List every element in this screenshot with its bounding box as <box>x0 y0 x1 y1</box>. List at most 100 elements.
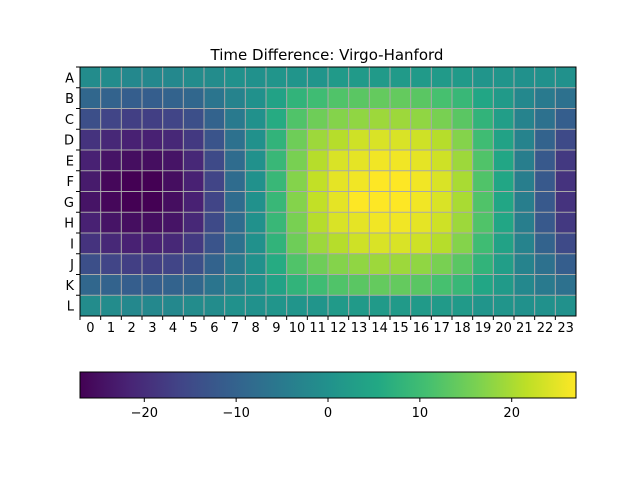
heatmap-cell <box>80 253 101 275</box>
heatmap-cell <box>452 233 473 255</box>
heatmap-cell <box>142 87 163 109</box>
heatmap-cell <box>224 150 246 172</box>
heatmap-cell <box>493 233 515 255</box>
heatmap-cell <box>534 170 556 192</box>
heatmap-cell <box>307 233 329 255</box>
heatmap-cell <box>534 274 556 296</box>
heatmap-cell <box>328 129 349 151</box>
heatmap-cell <box>390 212 411 234</box>
heatmap-cell <box>245 295 267 317</box>
heatmap-cell <box>328 87 349 109</box>
x-tick-label: 3 <box>148 321 156 336</box>
heatmap-cell <box>183 67 205 89</box>
heatmap-cell <box>555 253 577 275</box>
heatmap-cell <box>472 150 494 172</box>
heatmap-cell <box>121 274 143 296</box>
heatmap-cell <box>307 108 329 130</box>
heatmap-cell <box>534 108 556 130</box>
heatmap-cell <box>534 87 556 109</box>
heatmap-cell <box>410 274 432 296</box>
heatmap-cell <box>410 67 432 89</box>
heatmap-cell <box>431 212 453 234</box>
heatmap-cell <box>286 67 308 89</box>
heatmap-cell <box>286 129 308 151</box>
heatmap-cell <box>452 67 473 89</box>
x-tick-label: 0 <box>86 321 94 336</box>
heatmap-cell <box>100 67 122 89</box>
heatmap-cell <box>162 191 184 213</box>
heatmap-cell <box>121 150 143 172</box>
heatmap-cell <box>348 150 370 172</box>
heatmap-cell <box>534 150 556 172</box>
heatmap-cell <box>493 295 515 317</box>
x-tick-label: 22 <box>537 321 554 336</box>
heatmap-cell <box>307 212 329 234</box>
heatmap-cell <box>266 191 287 213</box>
heatmap-cell <box>100 233 122 255</box>
heatmap-cell <box>534 233 556 255</box>
heatmap-cell <box>369 295 391 317</box>
heatmap-cell <box>452 295 473 317</box>
y-tick-label: D <box>64 134 74 149</box>
heatmap-cell <box>534 67 556 89</box>
heatmap-cell <box>80 67 101 89</box>
heatmap-cell <box>431 170 453 192</box>
heatmap-cell <box>204 212 225 234</box>
heatmap-cell <box>307 295 329 317</box>
heatmap-cell <box>183 212 205 234</box>
heatmap-cell <box>514 212 535 234</box>
heatmap-cell <box>121 212 143 234</box>
x-tick-label: 13 <box>351 321 368 336</box>
heatmap-cell <box>348 191 370 213</box>
heatmap-cell <box>162 170 184 192</box>
heatmap-cell <box>452 87 473 109</box>
heatmap-cell <box>100 253 122 275</box>
x-tick-label: 17 <box>433 321 450 336</box>
heatmap-cell <box>555 129 577 151</box>
heatmap-cell <box>328 253 349 275</box>
heatmap-cell <box>328 233 349 255</box>
y-tick-label: L <box>67 300 75 315</box>
heatmap-cell <box>348 129 370 151</box>
heatmap-cell <box>493 108 515 130</box>
heatmap-cell <box>369 253 391 275</box>
heatmap-cell <box>162 295 184 317</box>
heatmap-cell <box>142 150 163 172</box>
heatmap-cell <box>452 129 473 151</box>
heatmap-cell <box>328 295 349 317</box>
heatmap-cell <box>472 191 494 213</box>
heatmap-cell <box>369 233 391 255</box>
heatmap-cell <box>204 233 225 255</box>
heatmap-cell <box>410 129 432 151</box>
y-tick-label: B <box>65 92 74 107</box>
heatmap-cell <box>183 191 205 213</box>
heatmap-cell <box>472 129 494 151</box>
heatmap-cell <box>431 150 453 172</box>
heatmap-cell <box>80 87 101 109</box>
y-tick-label: A <box>65 71 74 86</box>
heatmap-cell <box>121 191 143 213</box>
heatmap-cell <box>142 253 163 275</box>
heatmap-cell <box>555 150 577 172</box>
heatmap-cell <box>183 170 205 192</box>
heatmap-cell <box>204 129 225 151</box>
heatmap-cell <box>224 191 246 213</box>
heatmap-cell <box>80 108 101 130</box>
heatmap-cell <box>121 67 143 89</box>
heatmap-cell <box>452 274 473 296</box>
heatmap-cell <box>390 253 411 275</box>
heatmap-cell <box>286 191 308 213</box>
heatmap-cell <box>307 170 329 192</box>
heatmap-cell <box>493 170 515 192</box>
heatmap-cell <box>224 295 246 317</box>
heatmap-cell <box>162 87 184 109</box>
heatmap-cell <box>390 191 411 213</box>
heatmap-cell <box>100 87 122 109</box>
heatmap-cell <box>390 108 411 130</box>
x-tick-label: 12 <box>330 321 347 336</box>
heatmap-cell <box>369 191 391 213</box>
heatmap-cell <box>493 274 515 296</box>
heatmap-cell <box>286 274 308 296</box>
heatmap-cell <box>183 253 205 275</box>
heatmap-cell <box>266 87 287 109</box>
